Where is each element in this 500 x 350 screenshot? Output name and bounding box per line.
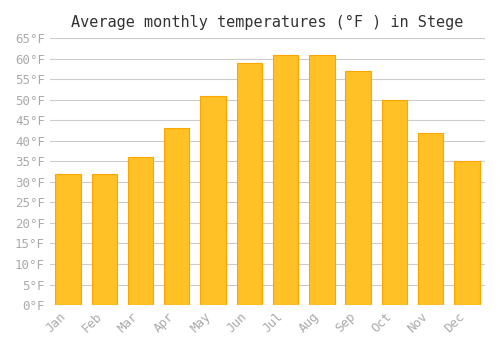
Bar bbox=[56, 174, 80, 305]
Bar bbox=[418, 133, 444, 305]
Bar bbox=[309, 55, 334, 305]
Bar bbox=[382, 100, 407, 305]
Title: Average monthly temperatures (°F ) in Stege: Average monthly temperatures (°F ) in St… bbox=[71, 15, 464, 30]
Bar bbox=[128, 157, 153, 305]
Bar bbox=[236, 63, 262, 305]
Bar bbox=[346, 71, 371, 305]
Bar bbox=[92, 174, 117, 305]
Bar bbox=[164, 128, 190, 305]
Bar bbox=[200, 96, 226, 305]
Bar bbox=[273, 55, 298, 305]
Bar bbox=[454, 161, 479, 305]
